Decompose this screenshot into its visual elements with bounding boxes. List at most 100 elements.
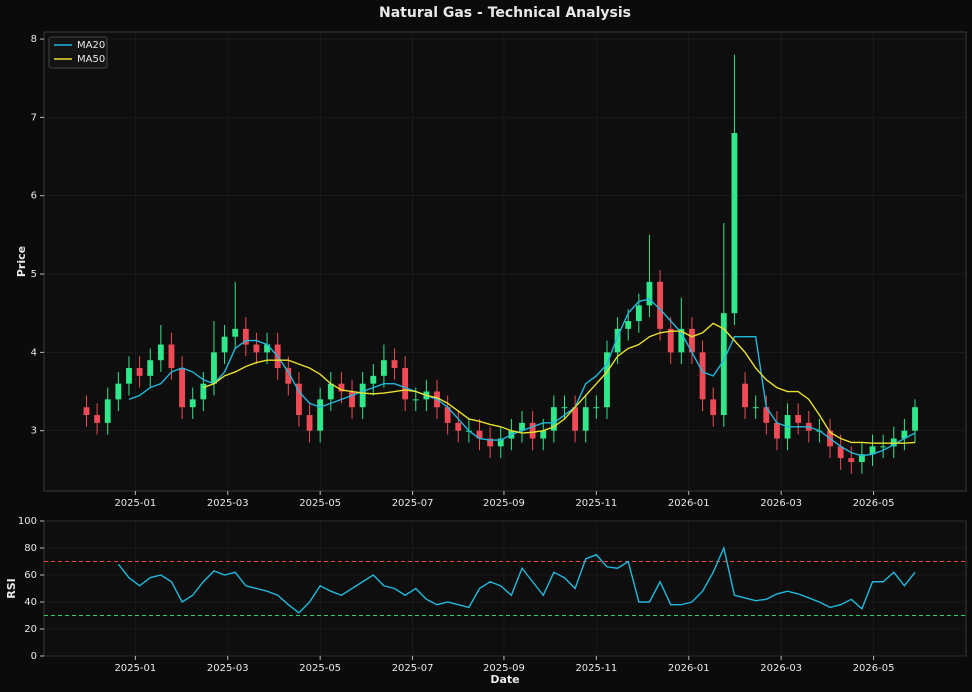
y-axis-label: Price [15,246,28,277]
plot-area [43,520,967,657]
candle-body [519,422,525,431]
x-tick-label: 2025-05 [299,498,341,509]
candle-body [604,352,610,408]
legend: MA20 MA50 [48,36,108,69]
candle-body [720,313,727,416]
x-tick-label: 2026-03 [760,663,802,674]
candle-body [126,368,132,384]
candle-body [550,407,557,431]
series-line [128,298,916,457]
candle-body [232,328,239,337]
candle-body [774,422,780,439]
candle-body [412,399,419,401]
y-axis-label: RSI [5,578,18,599]
y-tick-label: 40 [24,597,37,608]
candle-body [625,321,632,329]
candle-body [83,407,90,416]
candle-body [189,399,196,408]
candle-body [285,368,292,384]
x-tick-label: 2025-07 [392,663,434,674]
x-tick-label: 2025-11 [575,663,617,674]
y-tick-label: 3 [31,426,37,437]
candle-body [455,422,462,431]
y-tick-label: 5 [31,269,37,280]
candle-body [890,438,897,447]
y-tick-label: 20 [24,624,37,635]
y-tick-label: 7 [31,112,37,123]
candle-body [582,407,589,431]
y-tick-label: 6 [31,191,37,202]
candle-body [731,133,738,314]
candle-body [646,281,653,306]
series-line [117,545,916,614]
candle-body [497,438,504,447]
y-tick-label: 80 [24,543,37,554]
y-tick-label: 4 [31,347,37,358]
y-tick-label: 0 [31,651,37,662]
candle-body [264,344,270,353]
x-tick-label: 2025-05 [299,663,341,674]
candle-body [168,344,175,369]
candle-body [317,399,324,431]
candle-body [657,281,664,329]
candle-body [242,328,249,345]
x-tick-label: 2025-03 [207,663,249,674]
candle-body [338,383,345,392]
x-tick-label: 2026-03 [760,498,802,509]
x-tick-label: 2025-09 [483,663,525,674]
candle-body [858,454,865,463]
series-line [203,322,916,444]
candle-body [444,407,451,423]
x-tick-label: 2025-11 [575,498,617,509]
candle-body [848,458,855,463]
candle-body [901,430,908,439]
candle-body [296,383,302,416]
candle-body [614,328,621,353]
x-tick-label: 2026-01 [668,663,710,674]
candle-body [147,360,154,376]
candle-body [635,305,642,322]
x-tick-label: 2025-03 [207,498,249,509]
candle-body [370,375,377,384]
candle-body [253,344,260,353]
candle-body [912,407,918,431]
candle-body [402,368,409,400]
candle-body [752,407,759,409]
candle-body [157,344,164,361]
candle-body [742,383,748,408]
y-tick-label: 100 [18,516,37,527]
y-tick-label: 8 [31,34,37,45]
candle-body [136,368,143,376]
candle-body [327,383,334,400]
candle-body [306,415,313,431]
candle-body [699,352,706,400]
candle-body [115,383,122,400]
candle-body [200,383,207,400]
candle-body [94,415,101,423]
candle-body [104,399,111,423]
x-tick-label: 2026-01 [668,498,710,509]
x-tick-label: 2026-05 [853,663,895,674]
chart-title: Natural Gas - Technical Analysis [379,5,631,21]
x-tick-label: 2025-07 [392,498,434,509]
candle-body [689,328,695,353]
candle-body [529,422,536,439]
x-tick-label: 2025-09 [483,498,525,509]
candle-body [561,407,568,409]
candle-body [380,360,387,376]
x-tick-label: 2025-01 [114,498,156,509]
x-tick-label: 2025-01 [114,663,156,674]
legend-label: MA20 [77,40,105,51]
candle-body [221,336,228,353]
candle-body [678,328,685,353]
candle-body [572,407,579,431]
candle-body [391,360,398,369]
legend-label: MA50 [77,54,105,65]
candle-body [179,368,186,408]
candle-body [667,328,674,353]
candle-body [837,446,844,459]
candle-body [211,352,217,384]
x-axis-label: Date [490,673,519,686]
